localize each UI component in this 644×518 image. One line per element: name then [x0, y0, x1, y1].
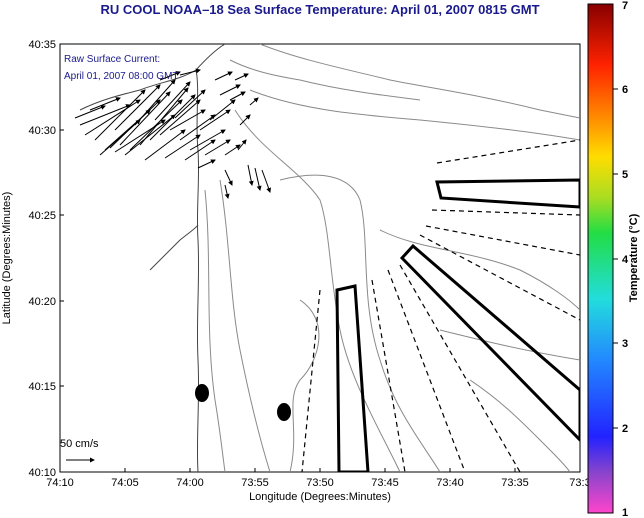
cb-tick-7: 7 — [622, 0, 628, 12]
y-tick-5: 40:10 — [28, 467, 56, 479]
cb-tick-1: 1 — [622, 507, 628, 518]
x-tick-4: 73:50 — [306, 477, 334, 489]
map-title: RU COOL NOAA–18 Sea Surface Temperature:… — [100, 2, 540, 17]
x-tick-0: 74:10 — [46, 477, 74, 489]
depth-contours — [204, 44, 580, 472]
colorbar-label: Temperature (°C) — [628, 213, 640, 302]
cb-tick-4: 4 — [622, 254, 629, 266]
x-tick-3: 73:55 — [241, 477, 269, 489]
current-label-line2: April 01, 2007 08:00 GMT — [64, 71, 179, 82]
current-vectors — [74, 68, 271, 199]
x-tick-1: 74:05 — [111, 477, 139, 489]
x-tick-6: 73:40 — [436, 477, 464, 489]
x-tick-7: 73:35 — [501, 477, 529, 489]
radial-lines — [301, 139, 580, 472]
x-ticks: 74:10 74:05 74:00 73:55 73:50 73:45 73:4… — [46, 477, 590, 489]
buoy-marker-2 — [277, 403, 291, 421]
plot-frame — [59, 43, 581, 473]
scale-label: 50 cm/s — [60, 438, 99, 450]
y-tick-2: 40:25 — [28, 210, 56, 222]
survey-zones — [335, 178, 580, 472]
x-tick-8: 73:3 — [569, 477, 590, 489]
coastline — [79, 44, 226, 472]
cb-tick-2: 2 — [622, 423, 628, 435]
y-ticks: 40:35 40:30 40:25 40:20 40:15 40:10 — [28, 39, 56, 479]
y-tick-1: 40:30 — [28, 125, 56, 137]
cb-tick-5: 5 — [622, 169, 628, 181]
current-label-line1: Raw Surface Current: — [64, 54, 160, 65]
y-tick-0: 40:35 — [28, 39, 56, 51]
y-axis-label: Latitude (Degrees:Minutes) — [1, 192, 13, 325]
colorbar-ticks: 7 6 5 4 3 2 1 — [622, 0, 629, 518]
buoy-marker-1 — [195, 384, 209, 402]
colorbar — [587, 3, 614, 514]
x-tick-5: 73:45 — [371, 477, 399, 489]
y-tick-4: 40:15 — [28, 381, 56, 393]
x-axis-label: Longitude (Degrees:Minutes) — [249, 491, 391, 503]
x-tick-2: 74:00 — [176, 477, 204, 489]
y-tick-3: 40:20 — [28, 296, 56, 308]
cb-tick-3: 3 — [622, 338, 628, 350]
cb-tick-6: 6 — [622, 84, 628, 96]
